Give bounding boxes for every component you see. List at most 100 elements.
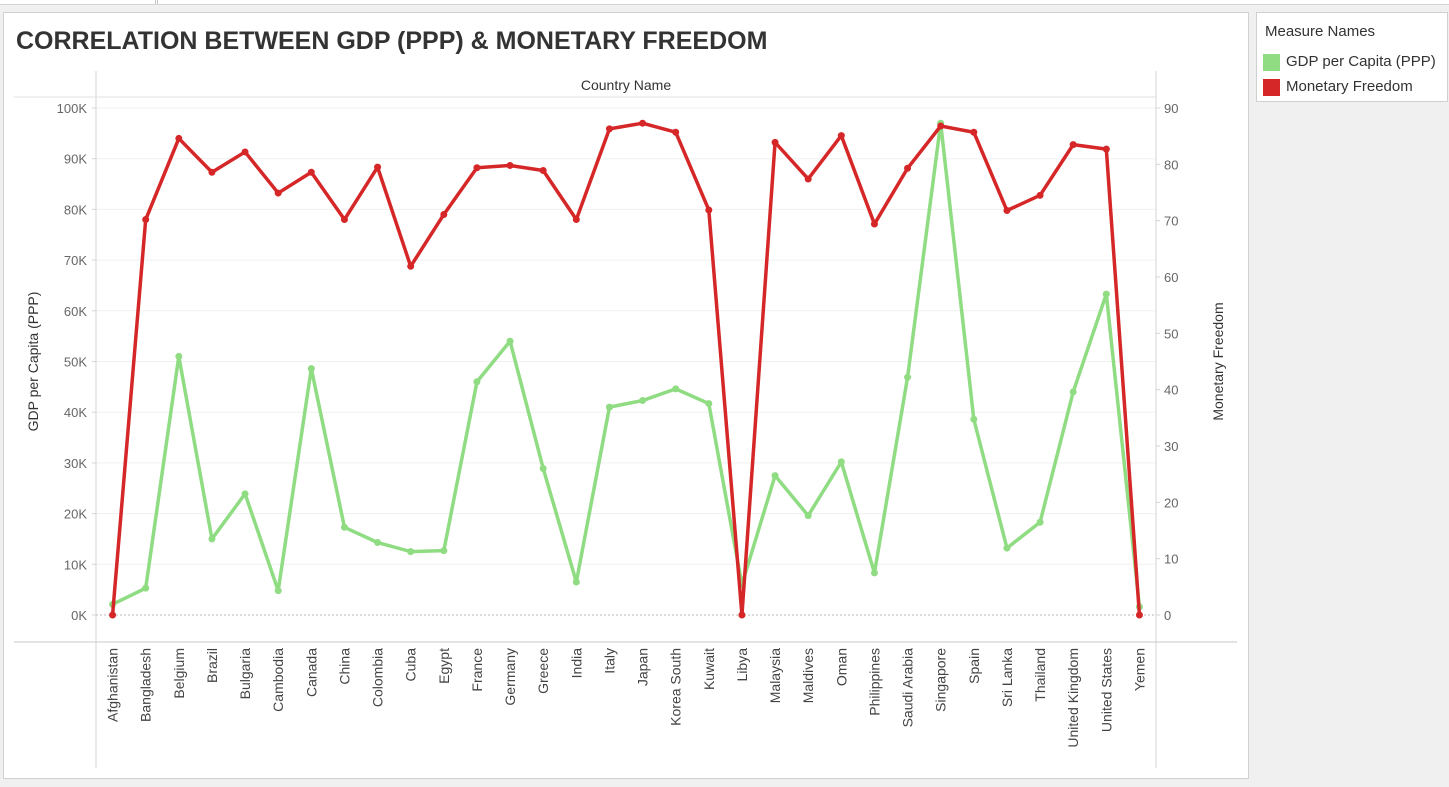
data-point-monetary-freedom xyxy=(705,206,713,214)
left-axis-tick-label: 80K xyxy=(64,202,87,217)
right-axis-tick-label: 0 xyxy=(1164,608,1171,623)
category-label: Oman xyxy=(833,648,849,686)
data-point-gdp xyxy=(473,378,481,386)
right-axis-tick-label: 70 xyxy=(1164,214,1178,229)
category-label: Italy xyxy=(601,648,617,674)
column-header: Country Name xyxy=(581,77,671,93)
category-label: Saudi Arabia xyxy=(900,648,916,728)
category-label: Sri Lanka xyxy=(999,648,1015,707)
data-point-monetary-freedom xyxy=(340,216,348,224)
top-toolbar-strip xyxy=(0,0,1449,5)
data-point-monetary-freedom xyxy=(208,168,216,176)
data-point-gdp xyxy=(639,397,647,405)
toolbar-divider xyxy=(155,0,158,4)
data-point-monetary-freedom xyxy=(672,128,680,136)
left-axis-tick-label: 10K xyxy=(64,557,87,572)
legend-item-gdp[interactable]: GDP per Capita (PPP) xyxy=(1261,51,1445,75)
data-point-monetary-freedom xyxy=(1036,191,1044,199)
left-axis-tick-label: 20K xyxy=(64,507,87,522)
right-axis-tick-label: 10 xyxy=(1164,552,1178,567)
category-label: China xyxy=(336,648,352,685)
category-label: Singapore xyxy=(933,648,949,712)
category-label: Japan xyxy=(635,648,651,686)
left-axis-tick-label: 100K xyxy=(57,101,88,116)
legend-panel: Measure Names GDP per Capita (PPP) Monet… xyxy=(1256,12,1448,102)
category-label: Greece xyxy=(535,648,551,694)
data-point-gdp xyxy=(870,569,878,577)
data-point-gdp xyxy=(274,587,282,595)
category-label: Bulgaria xyxy=(237,648,253,700)
data-point-monetary-freedom xyxy=(440,210,448,218)
data-point-monetary-freedom xyxy=(904,164,912,172)
data-point-monetary-freedom xyxy=(605,125,613,133)
right-axis-tick-label: 80 xyxy=(1164,157,1178,172)
category-label: Cambodia xyxy=(270,648,286,712)
category-label: Belgium xyxy=(171,648,187,699)
left-axis-tick-label: 30K xyxy=(64,456,87,471)
data-point-gdp xyxy=(440,547,448,555)
data-point-monetary-freedom xyxy=(1003,207,1011,215)
category-label: Afghanistan xyxy=(105,648,121,722)
legend-title: Measure Names xyxy=(1265,23,1376,40)
legend-swatch-monetary-freedom xyxy=(1263,79,1280,96)
data-point-gdp xyxy=(1036,518,1044,526)
legend-item-monetary-freedom[interactable]: Monetary Freedom xyxy=(1261,76,1445,100)
data-point-gdp xyxy=(672,385,680,393)
right-axis-tick-label: 30 xyxy=(1164,439,1178,454)
data-point-monetary-freedom xyxy=(539,167,547,175)
category-label: Libya xyxy=(734,648,750,682)
legend-swatch-gdp xyxy=(1263,54,1280,71)
data-point-gdp xyxy=(374,538,382,546)
data-point-gdp xyxy=(1102,290,1110,298)
chart-title: CORRELATION BETWEEN GDP (PPP) & MONETARY… xyxy=(16,27,768,55)
category-label: Kuwait xyxy=(701,648,717,690)
category-label: Spain xyxy=(966,648,982,684)
data-point-monetary-freedom xyxy=(572,216,580,224)
data-point-gdp xyxy=(407,548,415,556)
data-point-monetary-freedom xyxy=(274,189,282,197)
worksheet-panel: CORRELATION BETWEEN GDP (PPP) & MONETARY… xyxy=(3,12,1249,779)
category-label: Maldives xyxy=(800,648,816,703)
left-axis-tick-label: 40K xyxy=(64,405,87,420)
right-axis-tick-label: 90 xyxy=(1164,101,1178,116)
legend-label-monetary-freedom: Monetary Freedom xyxy=(1286,78,1413,95)
data-point-monetary-freedom xyxy=(473,164,481,172)
legend-label-gdp: GDP per Capita (PPP) xyxy=(1286,53,1436,70)
dual-axis-line-chart: Country Name100K90K80K70K60K50K40K30K20K… xyxy=(14,71,1237,768)
toolbar-tab-1[interactable] xyxy=(0,0,156,4)
data-point-monetary-freedom xyxy=(937,122,945,130)
data-point-monetary-freedom xyxy=(175,134,183,142)
data-point-gdp xyxy=(837,458,845,466)
right-axis-tick-label: 60 xyxy=(1164,270,1178,285)
category-label: United States xyxy=(1098,648,1114,732)
data-point-monetary-freedom xyxy=(738,611,746,619)
data-point-monetary-freedom xyxy=(307,168,315,176)
data-point-monetary-freedom xyxy=(804,175,812,183)
data-point-monetary-freedom xyxy=(970,128,978,136)
right-axis-tick-label: 50 xyxy=(1164,326,1178,341)
category-label: Malaysia xyxy=(767,648,783,703)
data-point-monetary-freedom xyxy=(771,138,779,146)
category-label: France xyxy=(469,648,485,692)
category-label: Colombia xyxy=(370,648,386,707)
data-point-monetary-freedom xyxy=(639,119,647,127)
data-point-gdp xyxy=(307,365,315,373)
left-axis-tick-label: 50K xyxy=(64,355,87,370)
series-line-monetary-freedom xyxy=(110,121,1142,617)
left-axis-title: GDP per Capita (PPP) xyxy=(25,292,41,432)
data-point-gdp xyxy=(340,523,348,531)
left-axis-tick-label: 90K xyxy=(64,152,87,167)
left-axis-tick-label: 70K xyxy=(64,253,87,268)
data-point-gdp xyxy=(771,472,779,480)
data-point-monetary-freedom xyxy=(870,220,878,228)
data-point-monetary-freedom xyxy=(506,161,514,169)
data-point-monetary-freedom xyxy=(837,132,845,140)
data-point-monetary-freedom xyxy=(1102,145,1110,153)
data-point-gdp xyxy=(970,415,978,423)
data-point-gdp xyxy=(705,400,713,408)
data-point-gdp xyxy=(208,535,216,543)
data-point-gdp xyxy=(241,490,249,498)
data-point-monetary-freedom xyxy=(1135,611,1143,619)
data-point-monetary-freedom xyxy=(241,148,249,156)
category-label: Korea South xyxy=(668,648,684,726)
